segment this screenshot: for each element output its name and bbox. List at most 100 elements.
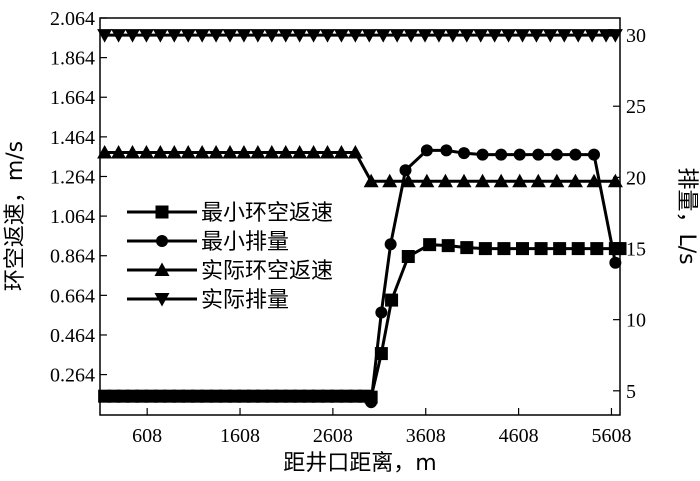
series-3-point bbox=[166, 145, 182, 159]
series-layer bbox=[97, 29, 627, 409]
series-3-point bbox=[306, 145, 322, 159]
series-3-point bbox=[437, 173, 453, 188]
series-1-point bbox=[460, 241, 474, 255]
legend-label: 最小环空返速 bbox=[201, 201, 333, 226]
series-3-point bbox=[419, 173, 435, 188]
series-4-point bbox=[556, 29, 572, 43]
x-tick-label: 2608 bbox=[313, 425, 353, 447]
series-4-point bbox=[389, 29, 405, 43]
left-y-tick-label: 1.864 bbox=[50, 48, 95, 70]
series-3-point bbox=[382, 173, 398, 188]
series-4-point bbox=[236, 29, 252, 43]
series-4-point bbox=[515, 29, 530, 43]
series-4-point bbox=[501, 29, 517, 43]
series-4-point bbox=[347, 29, 363, 43]
series-3-point bbox=[236, 145, 252, 159]
series-4-point bbox=[278, 29, 294, 43]
series-3-point bbox=[320, 145, 335, 159]
series-2-point bbox=[375, 306, 388, 319]
x-tick-label: 4608 bbox=[499, 425, 539, 447]
series-3-point bbox=[512, 173, 528, 188]
series-3-point bbox=[475, 173, 491, 188]
series-1 bbox=[98, 238, 627, 404]
series-2-point bbox=[513, 148, 526, 161]
left-y-tick-label: 0.864 bbox=[50, 246, 95, 268]
series-4-point bbox=[320, 29, 335, 43]
series-4-point bbox=[97, 29, 113, 43]
series-3-point bbox=[194, 145, 210, 159]
right-y-tick-label: 15 bbox=[626, 239, 646, 261]
series-3-point bbox=[347, 145, 363, 159]
series-3-point bbox=[111, 145, 127, 159]
series-3-point bbox=[180, 145, 196, 159]
series-4-point bbox=[152, 29, 168, 43]
series-2-point bbox=[420, 144, 433, 157]
series-3-point bbox=[292, 145, 308, 159]
x-tick-label: 608 bbox=[132, 425, 162, 447]
left-y-tick-label: 1.064 bbox=[50, 206, 95, 228]
series-3-point bbox=[586, 173, 602, 188]
series-1-point bbox=[571, 242, 585, 256]
series-1-point bbox=[534, 242, 548, 256]
left-y-tick-label: 1.264 bbox=[50, 166, 95, 188]
series-2-line bbox=[369, 148, 617, 403]
series-3-point bbox=[530, 173, 546, 188]
x-axis-title: 距井口距离，m bbox=[283, 451, 436, 476]
series-4-point bbox=[487, 29, 503, 43]
left-y-tick-label: 2.064 bbox=[50, 8, 95, 30]
series-3-point bbox=[493, 173, 509, 188]
series-3-point bbox=[363, 173, 379, 188]
series-1-point bbox=[590, 242, 604, 256]
series-4-point bbox=[431, 29, 447, 43]
right-y-tick-label: 25 bbox=[626, 96, 646, 118]
right-y-axis-ticks: 5 10 15 20 25 30 bbox=[613, 25, 646, 403]
series-4-point bbox=[570, 29, 586, 43]
legend-marker bbox=[155, 205, 169, 219]
series-4-point bbox=[180, 29, 196, 43]
series-1-point bbox=[423, 238, 437, 252]
left-y-tick-label: 0.664 bbox=[50, 285, 95, 307]
series-4-point bbox=[264, 29, 280, 43]
legend-label: 最小排量 bbox=[201, 230, 289, 255]
series-4-point bbox=[584, 29, 600, 43]
right-y-tick-label: 10 bbox=[626, 310, 646, 332]
series-2-point bbox=[569, 148, 582, 161]
series-4-point bbox=[445, 29, 461, 43]
series-4-point bbox=[361, 29, 377, 43]
series-2-point bbox=[365, 396, 378, 409]
series-3-point bbox=[222, 145, 238, 159]
series-2-point bbox=[532, 148, 545, 161]
series-4-point bbox=[403, 29, 419, 43]
series-4-point bbox=[138, 29, 154, 43]
right-y-tick-label: 20 bbox=[626, 167, 646, 189]
series-4-point bbox=[292, 29, 308, 43]
series-4-point bbox=[542, 29, 558, 43]
series-3-point bbox=[97, 145, 113, 159]
series-1-line bbox=[104, 243, 620, 399]
series-4-point bbox=[194, 29, 210, 43]
series-3 bbox=[97, 145, 623, 188]
legend-marker bbox=[154, 262, 170, 276]
x-tick-label: 5608 bbox=[591, 425, 631, 447]
series-2-point bbox=[495, 148, 508, 161]
left-y-tick-label: 1.664 bbox=[50, 87, 95, 109]
series-4-point bbox=[306, 29, 322, 43]
right-y-tick-label: 30 bbox=[626, 25, 646, 47]
series-4-point bbox=[607, 29, 623, 43]
series-2-point bbox=[476, 148, 489, 161]
legend-marker bbox=[154, 293, 170, 307]
series-4-point bbox=[250, 29, 266, 43]
series-4-point bbox=[375, 29, 391, 43]
right-y-tick-label: 5 bbox=[626, 381, 636, 403]
series-4-point bbox=[473, 29, 489, 43]
left-y-tick-label: 0.264 bbox=[50, 365, 95, 387]
series-3-point bbox=[138, 145, 154, 159]
series-2-point bbox=[399, 164, 412, 177]
right-y-axis-title: 排量，L/s bbox=[674, 167, 699, 264]
series-3-point bbox=[549, 173, 565, 188]
left-y-tick-label: 1.464 bbox=[50, 127, 95, 149]
series-2-point bbox=[550, 148, 563, 161]
series-3-point bbox=[333, 145, 349, 159]
series-1-point bbox=[516, 242, 529, 256]
